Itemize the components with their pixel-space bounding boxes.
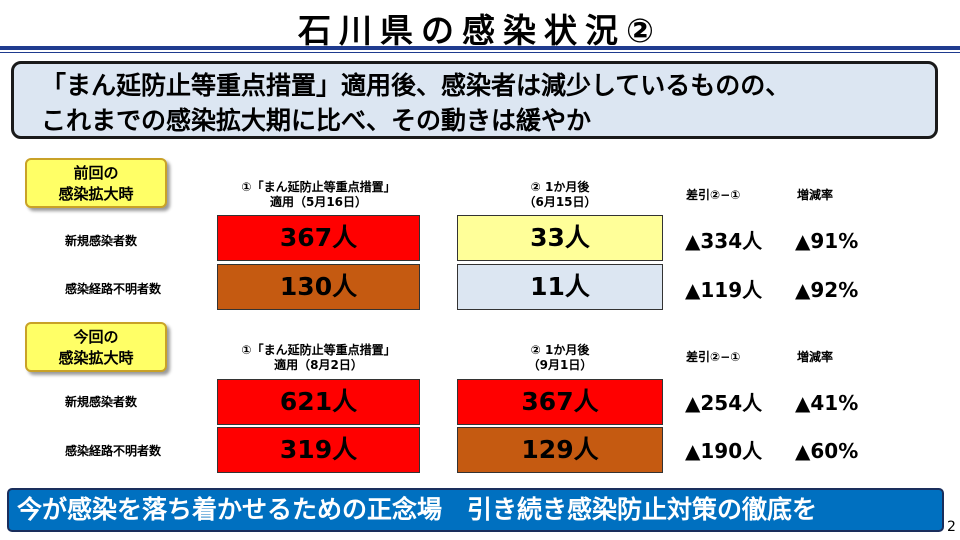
call-to-action-banner: 今が感染を落ち着かせるための正念場 引き続き感染防止対策の徹底を bbox=[7, 488, 944, 532]
column-header-measure-start: ①「まん延防止等重点措置」 適用（5月16日） bbox=[212, 180, 425, 210]
rate-unknown-route: ▲60% bbox=[795, 439, 859, 463]
period-label-line-2: 感染拡大時 bbox=[58, 185, 134, 203]
difference-new-cases: ▲334人 bbox=[685, 229, 763, 253]
column-header-line-2: 適用（5月16日） bbox=[269, 195, 368, 209]
cell-new-cases-later: 367人 bbox=[457, 379, 663, 425]
title-underline-thin bbox=[0, 52, 960, 53]
period-label-line-2: 感染拡大時 bbox=[58, 349, 134, 367]
cell-unknown-route-later: 129人 bbox=[457, 427, 663, 473]
column-header-line-1: ② 1か月後 bbox=[530, 343, 590, 357]
cell-new-cases-start: 367人 bbox=[217, 215, 420, 261]
cell-new-cases-start: 621人 bbox=[217, 379, 420, 425]
column-header-line-2: （6月15日） bbox=[523, 195, 597, 209]
row-label-unknown-route: 感染経路不明者数 bbox=[65, 444, 162, 458]
summary-line-1: 「まん延防止等重点措置」適用後、感染者は減少しているものの、 bbox=[41, 71, 791, 100]
summary-line-2: これまでの感染拡大期に比べ、その動きは緩やか bbox=[41, 106, 592, 135]
difference-unknown-route: ▲190人 bbox=[685, 439, 763, 463]
row-label-unknown-route: 感染経路不明者数 bbox=[65, 282, 162, 296]
row-label-new-cases: 新規感染者数 bbox=[65, 234, 138, 248]
column-header-line-1: ①「まん延防止等重点措置」 bbox=[241, 343, 396, 357]
cell-unknown-route-start: 319人 bbox=[217, 427, 420, 473]
rate-unknown-route: ▲92% bbox=[795, 278, 859, 302]
title-underline-thick bbox=[0, 46, 960, 50]
column-header-line-1: ② 1か月後 bbox=[530, 180, 590, 194]
column-header-line-1: ①「まん延防止等重点措置」 bbox=[241, 180, 396, 194]
cell-unknown-route-start: 130人 bbox=[217, 264, 420, 310]
period-label-current: 今回の 感染拡大時 bbox=[25, 322, 167, 372]
difference-new-cases: ▲254人 bbox=[685, 391, 763, 415]
column-header-measure-start: ①「まん延防止等重点措置」 適用（8月2日） bbox=[212, 343, 425, 373]
column-header-rate: 増減率 bbox=[797, 188, 834, 202]
period-label-line-1: 今回の bbox=[73, 328, 119, 346]
period-label-line-1: 前回の bbox=[73, 164, 119, 182]
period-label-previous: 前回の 感染拡大時 bbox=[25, 158, 167, 208]
row-label-new-cases: 新規感染者数 bbox=[65, 395, 138, 409]
column-header-one-month-later: ② 1か月後 （6月15日） bbox=[475, 180, 645, 210]
page-number: 2 bbox=[947, 519, 956, 535]
summary-box: 「まん延防止等重点措置」適用後、感染者は減少しているものの、 これまでの感染拡大… bbox=[11, 61, 938, 139]
column-header-line-2: 適用（8月2日） bbox=[274, 358, 363, 372]
cell-new-cases-later: 33人 bbox=[457, 215, 663, 261]
column-header-line-2: （9月1日） bbox=[527, 358, 593, 372]
page-title: 石川県の感染状況② bbox=[298, 11, 662, 50]
column-header-one-month-later: ② 1か月後 （9月1日） bbox=[475, 343, 645, 373]
rate-new-cases: ▲41% bbox=[795, 391, 859, 415]
cell-unknown-route-later: 11人 bbox=[457, 264, 663, 310]
column-header-difference: 差引②−① bbox=[686, 188, 741, 202]
difference-unknown-route: ▲119人 bbox=[685, 278, 763, 302]
rate-new-cases: ▲91% bbox=[795, 229, 859, 253]
column-header-rate: 増減率 bbox=[797, 350, 834, 364]
column-header-difference: 差引②−① bbox=[686, 350, 741, 364]
